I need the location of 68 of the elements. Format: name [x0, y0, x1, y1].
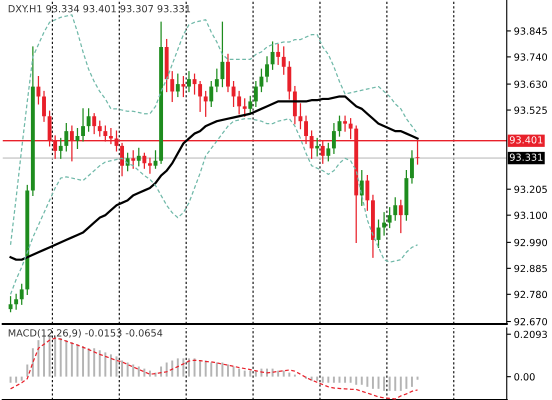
candlestick: [265, 56, 269, 82]
line-series: [10, 14, 418, 246]
candlestick: [187, 71, 191, 92]
y-tick-label: 0.00: [514, 373, 535, 381]
candlestick: [204, 90, 208, 117]
ref-line-label: 93.331: [510, 154, 542, 161]
candlestick: [298, 103, 302, 130]
candlestick: [332, 123, 336, 154]
candlestick: [259, 68, 264, 92]
candlestick: [92, 113, 96, 134]
y-tick-label: 93.205: [514, 186, 547, 194]
candlestick: [192, 74, 196, 95]
candlestick: [282, 46, 286, 75]
candlestick: [388, 207, 392, 228]
candlestick: [86, 108, 91, 132]
candlestick: [209, 80, 214, 107]
candlestick: [326, 142, 330, 162]
candlestick: [42, 90, 46, 122]
candlestick: [8, 296, 13, 312]
y-tick-label: 92.990: [514, 238, 548, 246]
candlestick: [14, 294, 18, 310]
candlestick: [343, 116, 348, 132]
candlestick: [142, 152, 146, 169]
y-tick-label: 92.670: [514, 318, 548, 326]
candlestick: [20, 284, 24, 305]
candlestick: [232, 80, 236, 107]
candlestick: [276, 44, 280, 65]
candlestick: [198, 80, 202, 112]
candlestick: [131, 150, 136, 169]
y-tick-label: 93.630: [514, 80, 548, 88]
candlestick: [98, 120, 102, 137]
y-tick-label: 93.845: [514, 27, 547, 35]
candlestick: [382, 212, 386, 236]
candlestick: [76, 128, 80, 150]
ref-line-label: 93.401: [510, 136, 542, 144]
candlestick: [338, 116, 342, 137]
chart-title: DXY.H1 93.334 93.401 93.307 93.331: [8, 5, 190, 12]
y-tick-label: 92.780: [514, 290, 548, 298]
candlestick: [176, 74, 180, 98]
candlestick: [242, 98, 247, 117]
y-tick-label: 93.525: [514, 106, 547, 114]
y-tick-label: 92.885: [514, 264, 547, 272]
candlestick: [136, 148, 141, 166]
candlestick: [214, 68, 219, 92]
candlestick: [64, 123, 68, 152]
candlestick: [170, 71, 174, 102]
candlestick: [270, 41, 275, 70]
candlestick: [254, 80, 258, 107]
line-series: [10, 118, 418, 295]
candlestick: [220, 22, 224, 88]
candlestick: [237, 90, 242, 114]
candlestick: [36, 76, 40, 105]
candlestick: [154, 150, 158, 169]
candlestick: [410, 150, 414, 184]
candlestick: [315, 138, 320, 156]
y-tick-label: 0.2093: [514, 330, 547, 338]
y-tick-label: 93.740: [514, 53, 548, 61]
y-tick-label: 93.100: [514, 212, 548, 220]
candlestick: [365, 174, 370, 211]
line-series: [10, 338, 418, 400]
candlestick: [148, 158, 152, 174]
candlestick: [58, 138, 63, 159]
candlestick: [398, 200, 403, 234]
candlestick: [248, 96, 252, 114]
candlestick: [376, 219, 380, 248]
chart-title: MACD(12,26,9) -0.0153 -0.0654: [8, 329, 162, 338]
candlestick: [81, 108, 85, 142]
candlestick: [181, 76, 186, 98]
